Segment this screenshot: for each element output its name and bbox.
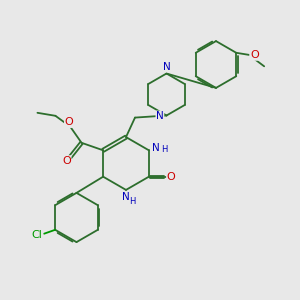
Text: H: H bbox=[161, 145, 167, 154]
Text: O: O bbox=[250, 50, 259, 60]
Text: N: N bbox=[156, 111, 164, 121]
Text: O: O bbox=[62, 156, 71, 166]
Text: N: N bbox=[122, 192, 130, 203]
Text: O: O bbox=[64, 117, 73, 128]
Text: Cl: Cl bbox=[32, 230, 43, 240]
Text: N: N bbox=[163, 62, 170, 72]
Text: N: N bbox=[152, 143, 159, 153]
Text: H: H bbox=[129, 197, 136, 206]
Text: O: O bbox=[167, 172, 176, 182]
